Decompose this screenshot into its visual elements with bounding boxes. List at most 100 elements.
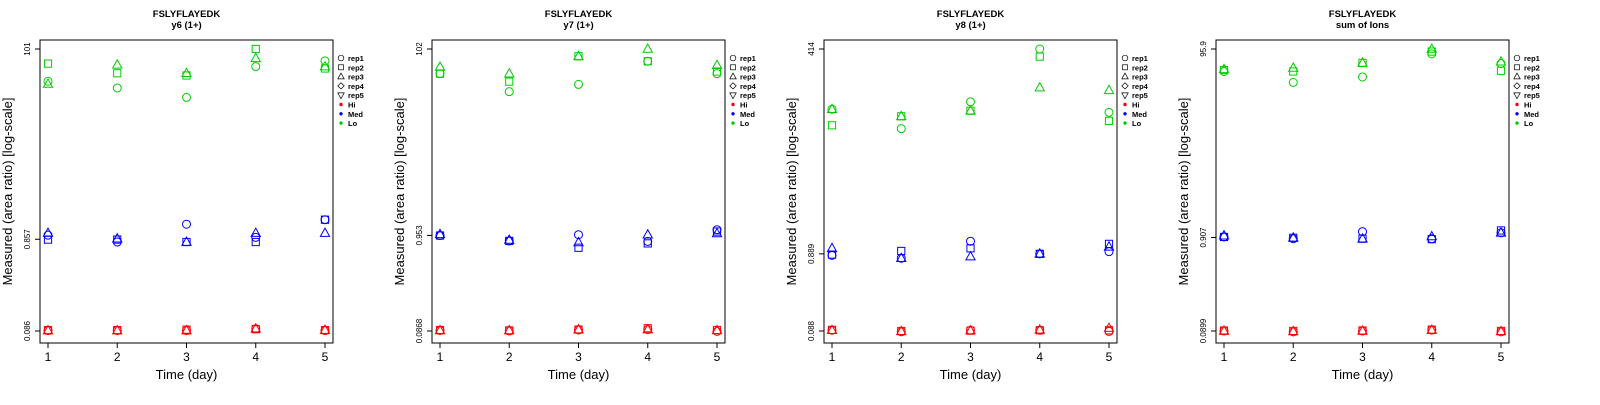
legend-label: Hi	[1132, 101, 1140, 110]
data-point-med-rep1	[1104, 247, 1114, 257]
y-tick-label: 0.953	[415, 225, 424, 246]
x-tick-label: 5	[1106, 350, 1113, 364]
x-tick-label: 1	[829, 350, 836, 364]
legend-item: rep1	[1121, 54, 1148, 63]
data-point-hi-rep3	[1426, 324, 1438, 334]
data-point-med-rep1	[182, 219, 191, 229]
data-point-lo-rep1	[712, 69, 722, 79]
chart-subtitle: y6 (1+)	[171, 20, 201, 31]
data-point-lo-rep3	[1287, 61, 1299, 72]
data-point-lo-rep3	[573, 50, 584, 61]
chart-title: FSLYFLAYEDK	[1329, 9, 1397, 20]
data-point-med-rep3	[1103, 240, 1115, 251]
data-point-med-rep1	[643, 236, 653, 246]
data-point-lo-rep2	[251, 44, 260, 54]
data-point-lo-rep3	[826, 103, 838, 114]
legend-marker-rep3	[337, 72, 345, 80]
data-point-med-rep3	[1426, 230, 1438, 241]
legend-item: rep4	[1513, 82, 1541, 91]
data-point-lo-rep2	[712, 67, 722, 76]
x-tick-label: 5	[1498, 350, 1505, 364]
legend-item: rep3	[337, 72, 364, 82]
data-point-hi-rep3	[965, 324, 976, 335]
data-point-med-rep3	[434, 228, 446, 239]
legend-marker-rep5	[1513, 92, 1521, 100]
data-point-lo-rep2	[43, 59, 53, 68]
data-point-hi-rep3	[1357, 324, 1368, 335]
x-tick-label: 3	[183, 350, 190, 364]
legend-dot-hi	[1515, 102, 1519, 107]
data-point-med-rep3	[111, 232, 123, 243]
legend-item: rep3	[1121, 72, 1148, 82]
legend-marker-rep4	[1121, 82, 1129, 90]
data-point-lo-rep3	[181, 67, 192, 78]
legend-marker-rep1	[729, 54, 737, 62]
legend-marker-rep4	[729, 82, 737, 90]
x-tick-label: 5	[322, 350, 329, 364]
legend-item: rep2	[1514, 63, 1540, 72]
y-tick-label: 414	[807, 42, 816, 56]
data-point-med-rep3	[250, 227, 262, 237]
y-tick-label: 95.9	[1199, 41, 1208, 57]
data-point-lo-rep2	[1035, 52, 1044, 61]
data-point-hi-rep2	[1035, 326, 1044, 335]
data-point-lo-rep3	[965, 104, 976, 115]
legend-dot-lo	[731, 121, 735, 125]
legend-item: rep4	[337, 82, 365, 91]
data-point-lo-rep1	[1288, 77, 1298, 87]
y-tick-label: 0.0899	[1199, 318, 1208, 343]
data-point-med-rep1	[251, 232, 261, 242]
legend-item: Hi	[731, 101, 748, 110]
legend-marker-rep5	[729, 92, 737, 100]
chart-title: FSLYFLAYEDK	[545, 9, 613, 20]
data-point-lo-rep3	[1103, 84, 1115, 95]
data-point-lo-rep2	[1104, 116, 1114, 125]
data-point-hi-rep3	[181, 324, 192, 335]
y-axis-label: Measured (area ratio) [log-scale]	[1176, 98, 1191, 286]
legend-item: Med	[339, 110, 363, 119]
legend-marker-rep1	[1513, 54, 1521, 62]
legend-label: Lo	[740, 119, 750, 128]
legend-item: rep5	[337, 91, 364, 100]
data-point-lo-rep2	[505, 77, 514, 86]
data-point-lo-rep1	[1104, 107, 1114, 117]
legend-dot-hi	[1123, 102, 1127, 107]
legend-marker-rep3	[1513, 72, 1521, 80]
y-tick-label: 0.857	[23, 229, 32, 250]
legend-item: Med	[1515, 110, 1539, 119]
data-point-hi-rep3	[895, 325, 907, 336]
legend-item: Lo	[731, 119, 750, 128]
data-point-hi-rep3	[319, 324, 331, 334]
legend-marker-rep3	[1121, 72, 1129, 80]
x-tick-label: 4	[644, 350, 651, 364]
data-point-med-rep2	[1104, 239, 1114, 248]
legend-marker-rep1	[1121, 54, 1129, 62]
data-point-med-rep3	[181, 235, 192, 246]
data-point-hi-rep3	[111, 324, 123, 335]
legend-marker-rep4	[337, 82, 345, 90]
legend-dot-lo	[1123, 121, 1127, 125]
data-point-lo-rep1	[435, 69, 445, 79]
legend-marker-rep5	[337, 92, 345, 100]
legend-item: Med	[731, 110, 755, 119]
x-axis-label: Time (day)	[1332, 367, 1394, 382]
data-point-hi-rep3	[711, 324, 723, 335]
legend-item: rep5	[1513, 91, 1540, 100]
data-point-med-rep3	[503, 233, 515, 244]
y-tick-label: 0.889	[807, 243, 816, 264]
data-point-lo-rep2	[113, 69, 122, 78]
data-point-lo-rep3	[319, 60, 331, 71]
legend-marker-rep2	[1122, 64, 1128, 71]
data-point-med-rep3	[826, 242, 838, 253]
legend-label: rep3	[740, 73, 756, 82]
data-point-lo-rep1	[43, 76, 53, 86]
x-tick-label: 1	[437, 350, 444, 364]
data-point-lo-rep2	[643, 57, 652, 66]
data-point-hi-rep3	[1218, 324, 1230, 335]
legend-label: Lo	[348, 119, 358, 128]
legend-item: rep4	[1121, 82, 1149, 91]
